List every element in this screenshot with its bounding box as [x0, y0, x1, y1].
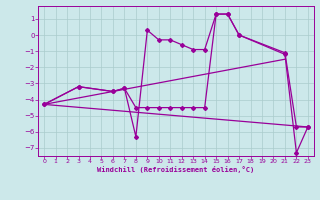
X-axis label: Windchill (Refroidissement éolien,°C): Windchill (Refroidissement éolien,°C) [97, 166, 255, 173]
